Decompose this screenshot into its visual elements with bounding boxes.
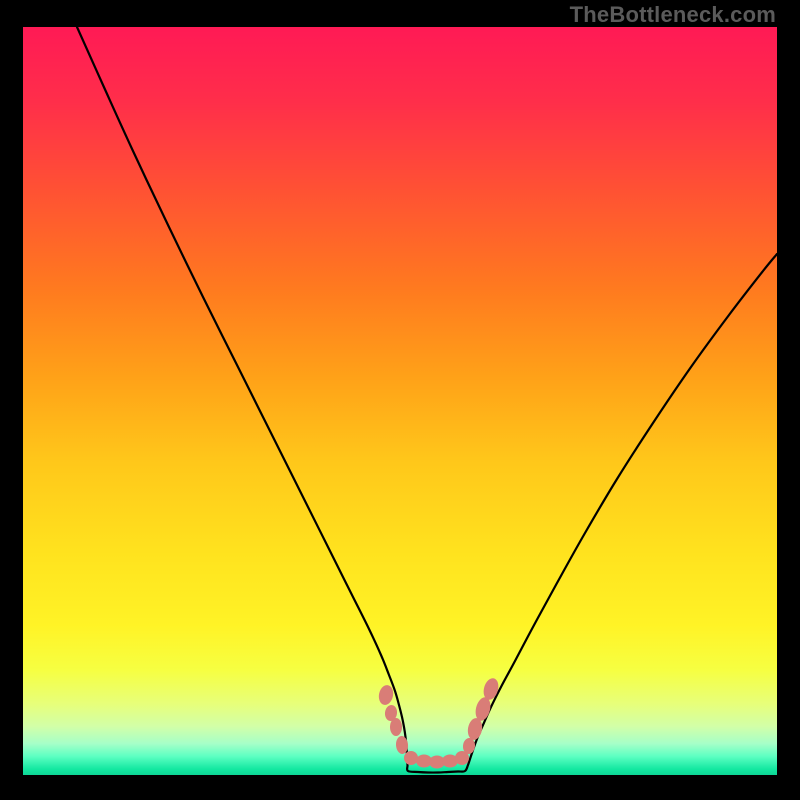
accent-bead-0 bbox=[377, 684, 395, 706]
stage: TheBottleneck.com bbox=[0, 0, 800, 800]
accent-bead-4 bbox=[404, 751, 418, 765]
watermark-text: TheBottleneck.com bbox=[570, 2, 776, 28]
blob-svg bbox=[23, 27, 777, 775]
plot-area bbox=[23, 27, 777, 775]
accent-bead-3 bbox=[395, 736, 408, 755]
accent-bead-2 bbox=[390, 718, 402, 736]
